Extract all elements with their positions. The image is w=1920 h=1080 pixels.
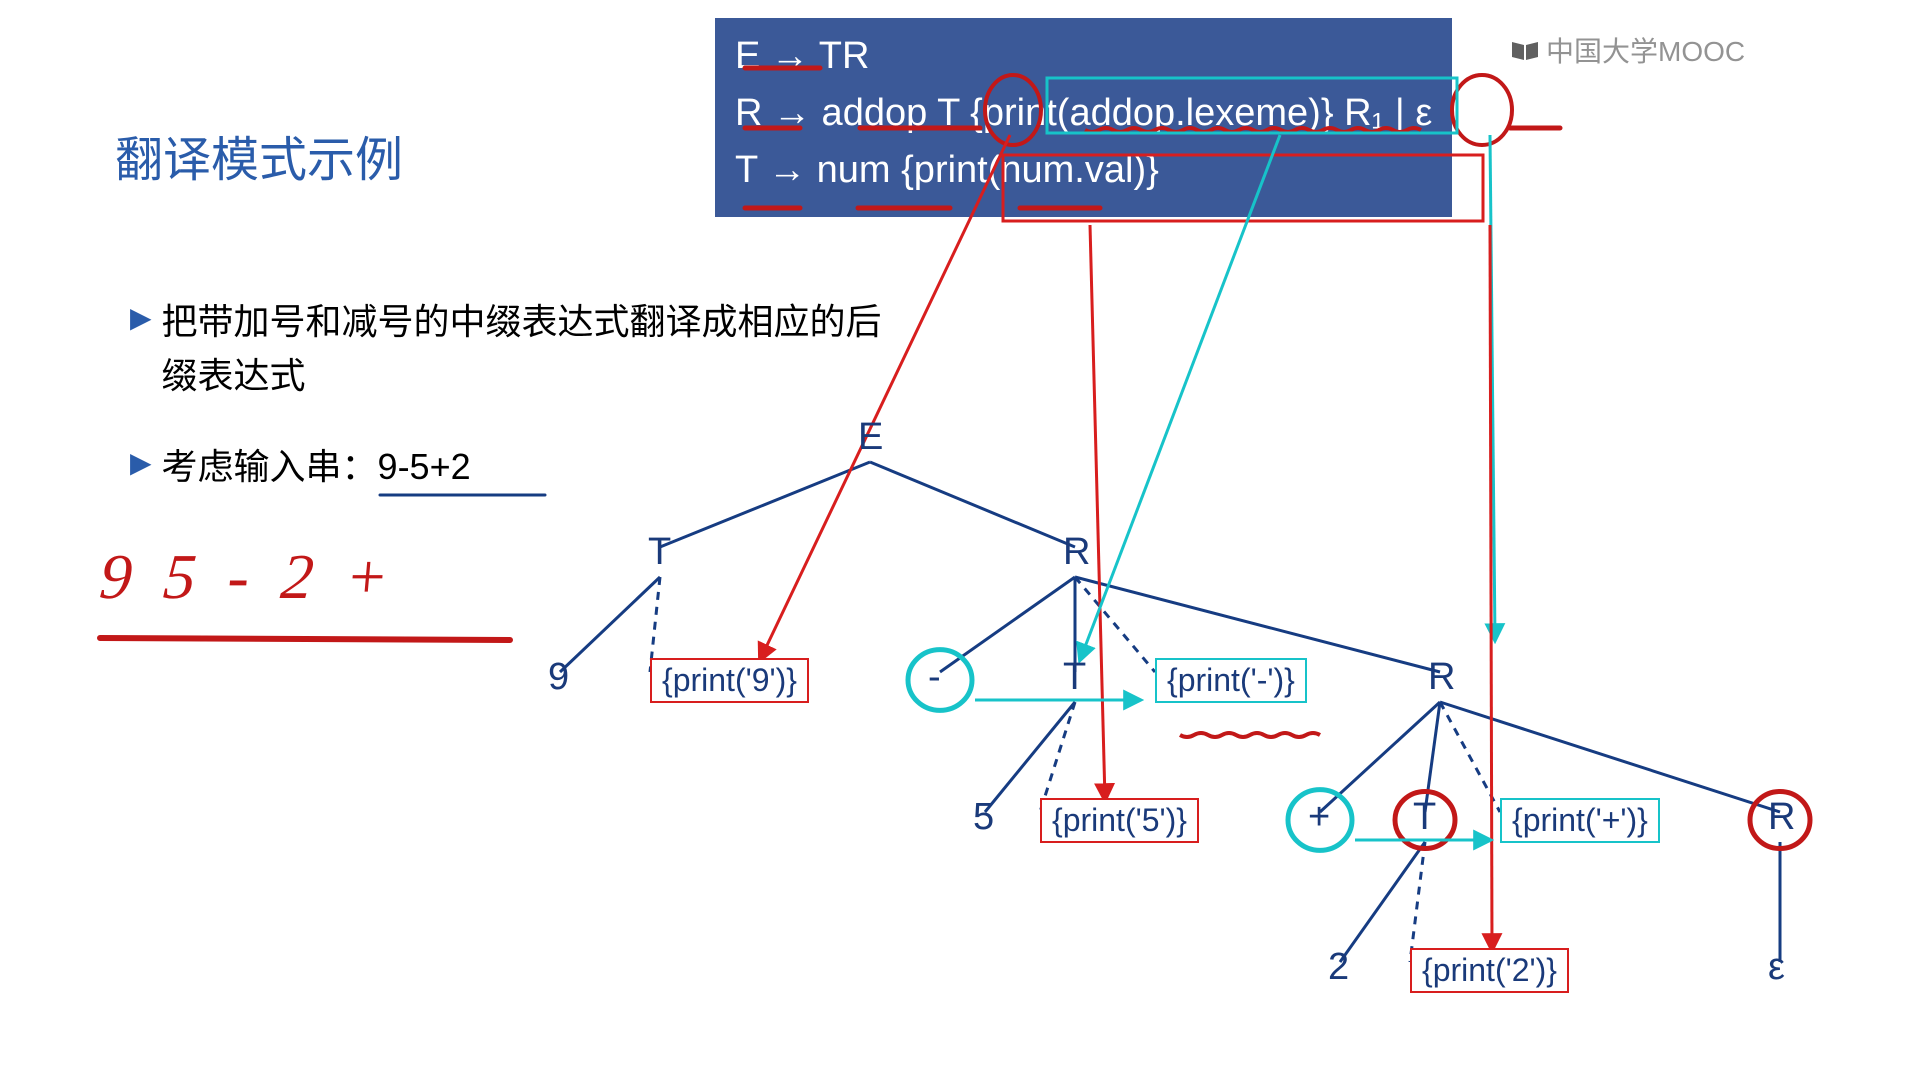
tree-node: T <box>648 531 671 574</box>
tree-node: T <box>1063 656 1086 699</box>
tree-node: R <box>1428 656 1455 699</box>
grammar-line-3: T → num {print(num.val)} <box>735 142 1432 199</box>
watermark-text: 中国大学MOOC <box>1546 30 1745 70</box>
bullet-2: ▶ 考虑输入串：9-5+2 <box>130 440 471 494</box>
handwritten-result: 9 5 - 2 + <box>97 540 400 614</box>
tree-node: E <box>858 416 883 459</box>
mooc-watermark: 中国大学MOOC <box>1510 30 1745 70</box>
bullet-marker-icon: ▶ <box>130 446 152 479</box>
tree-node: + <box>1308 796 1330 839</box>
grammar-line-2: R → addop T {print(addop.lexeme)} R₁ | ε <box>735 85 1432 142</box>
action-box: {print('2')} <box>1410 948 1569 993</box>
bullet-1: ▶ 把带加号和减号的中缀表达式翻译成相应的后缀表达式 <box>130 295 910 403</box>
grammar-rules-box: E → TR R → addop T {print(addop.lexeme)}… <box>715 18 1452 217</box>
action-box: {print('+')} <box>1500 798 1660 843</box>
tree-node: - <box>928 656 941 699</box>
action-box: {print('-')} <box>1155 658 1307 703</box>
action-box: {print('9')} <box>650 658 809 703</box>
action-box: {print('5')} <box>1040 798 1199 843</box>
slide: 翻译模式示例 中国大学MOOC E → TR R → addop T {prin… <box>0 0 1920 1080</box>
slide-title: 翻译模式示例 <box>115 120 403 190</box>
tree-node: 2 <box>1328 946 1349 989</box>
tree-node: 9 <box>548 656 569 699</box>
book-icon <box>1510 38 1540 62</box>
tree-node: ε <box>1768 946 1785 989</box>
bullet-1-text: 把带加号和减号的中缀表达式翻译成相应的后缀表达式 <box>162 295 910 403</box>
bullet-2-text: 考虑输入串：9-5+2 <box>162 440 471 494</box>
tree-node: R <box>1063 531 1090 574</box>
tree-node: R <box>1768 796 1795 839</box>
tree-node: T <box>1413 796 1436 839</box>
bullet-marker-icon: ▶ <box>130 301 152 334</box>
grammar-line-1: E → TR <box>735 28 1432 85</box>
tree-node: 5 <box>973 796 994 839</box>
